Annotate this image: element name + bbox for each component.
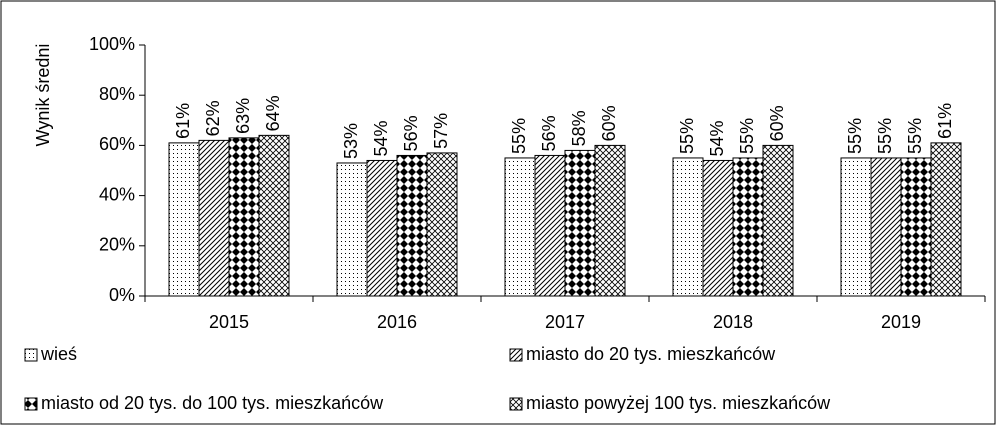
value-label: 56% bbox=[401, 115, 421, 151]
bar bbox=[732, 157, 764, 297]
x-tick-label: 2015 bbox=[209, 312, 249, 332]
bar bbox=[564, 149, 596, 297]
x-tick-label: 2019 bbox=[881, 312, 921, 332]
y-axis-label: Wynik średni bbox=[33, 44, 53, 147]
legend-swatch bbox=[24, 397, 38, 411]
y-tick-label: 40% bbox=[99, 184, 135, 204]
value-label: 64% bbox=[263, 95, 283, 131]
legend-label: miasto powyżej 100 tys. mieszkańców bbox=[526, 393, 831, 413]
bar bbox=[702, 159, 734, 297]
bar bbox=[534, 154, 566, 297]
bar bbox=[168, 142, 200, 297]
legend-label: miasto od 20 tys. do 100 tys. mieszkańcó… bbox=[41, 393, 384, 413]
bar bbox=[870, 157, 902, 297]
bar bbox=[930, 142, 962, 297]
legend-swatch bbox=[509, 397, 523, 411]
value-label: 61% bbox=[173, 103, 193, 139]
value-label: 57% bbox=[431, 113, 451, 149]
value-label: 55% bbox=[905, 118, 925, 154]
bar bbox=[228, 137, 260, 297]
bar bbox=[594, 144, 626, 297]
legend-swatch bbox=[509, 348, 523, 362]
value-label: 54% bbox=[707, 120, 727, 156]
x-tick-label: 2017 bbox=[545, 312, 585, 332]
bar bbox=[366, 159, 398, 297]
bar bbox=[504, 157, 536, 297]
value-label: 61% bbox=[935, 103, 955, 139]
value-label: 55% bbox=[677, 118, 697, 154]
legend-swatch bbox=[24, 348, 38, 362]
bar bbox=[336, 162, 368, 297]
bar bbox=[672, 157, 704, 297]
bar bbox=[198, 139, 230, 297]
y-tick-label: 100% bbox=[89, 34, 135, 54]
x-tick-label: 2018 bbox=[713, 312, 753, 332]
bar bbox=[258, 134, 290, 297]
y-tick-label: 0% bbox=[109, 285, 135, 305]
bar bbox=[762, 144, 794, 297]
bar bbox=[396, 154, 428, 297]
value-label: 54% bbox=[371, 120, 391, 156]
legend-label: miasto do 20 tys. mieszkańców bbox=[526, 344, 776, 364]
value-label: 62% bbox=[203, 100, 223, 136]
y-tick-label: 60% bbox=[99, 134, 135, 154]
y-tick-label: 20% bbox=[99, 235, 135, 255]
value-label: 60% bbox=[767, 105, 787, 141]
value-label: 55% bbox=[875, 118, 895, 154]
value-label: 63% bbox=[233, 98, 253, 134]
y-tick-label: 80% bbox=[99, 84, 135, 104]
bar bbox=[426, 152, 458, 297]
value-label: 60% bbox=[599, 105, 619, 141]
value-label: 53% bbox=[341, 123, 361, 159]
x-tick-label: 2016 bbox=[377, 312, 417, 332]
value-label: 55% bbox=[509, 118, 529, 154]
value-label: 55% bbox=[737, 118, 757, 154]
bar bbox=[900, 157, 932, 297]
bar bbox=[840, 157, 872, 297]
value-label: 58% bbox=[569, 110, 589, 146]
legend-label: wieś bbox=[40, 344, 77, 364]
value-label: 56% bbox=[539, 115, 559, 151]
value-label: 55% bbox=[845, 118, 865, 154]
